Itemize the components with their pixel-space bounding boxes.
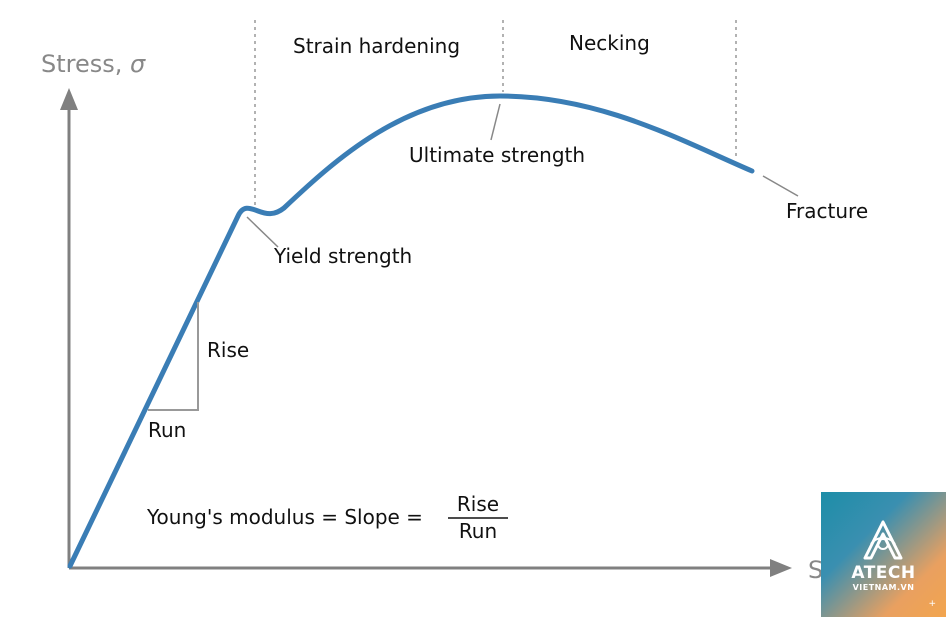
yield-strength-label: Yield strength [273, 244, 412, 268]
y-axis-arrow-icon [60, 88, 78, 110]
ultimate-strength-leader [490, 103, 501, 141]
run-label: Run [148, 418, 186, 442]
slope-triangle [148, 302, 199, 411]
necking-label: Necking [569, 31, 650, 55]
formula-numerator: Rise [457, 492, 499, 516]
yield-strength-leader [246, 216, 279, 248]
formula-denominator: Run [459, 519, 497, 543]
rise-label: Rise [207, 338, 249, 362]
y-axis-label: Stress, σ [41, 50, 146, 78]
x-axis-arrow-icon [770, 559, 792, 577]
strain-hardening-label: Strain hardening [293, 34, 460, 58]
ultimate-strength-label: Ultimate strength [409, 143, 585, 167]
logo-name: ATECH [851, 563, 916, 583]
atech-emblem-icon [863, 520, 903, 560]
youngs-modulus-formula: Young's modulus = Slope = [146, 505, 423, 529]
logo-plus: + [928, 599, 936, 609]
fracture-leader [762, 175, 799, 197]
stress-strain-curve [67, 93, 755, 569]
atech-logo: ATECH VIETNAM.VN + [821, 492, 946, 617]
fracture-label: Fracture [786, 199, 868, 223]
logo-domain: VIETNAM.VN [852, 583, 915, 592]
